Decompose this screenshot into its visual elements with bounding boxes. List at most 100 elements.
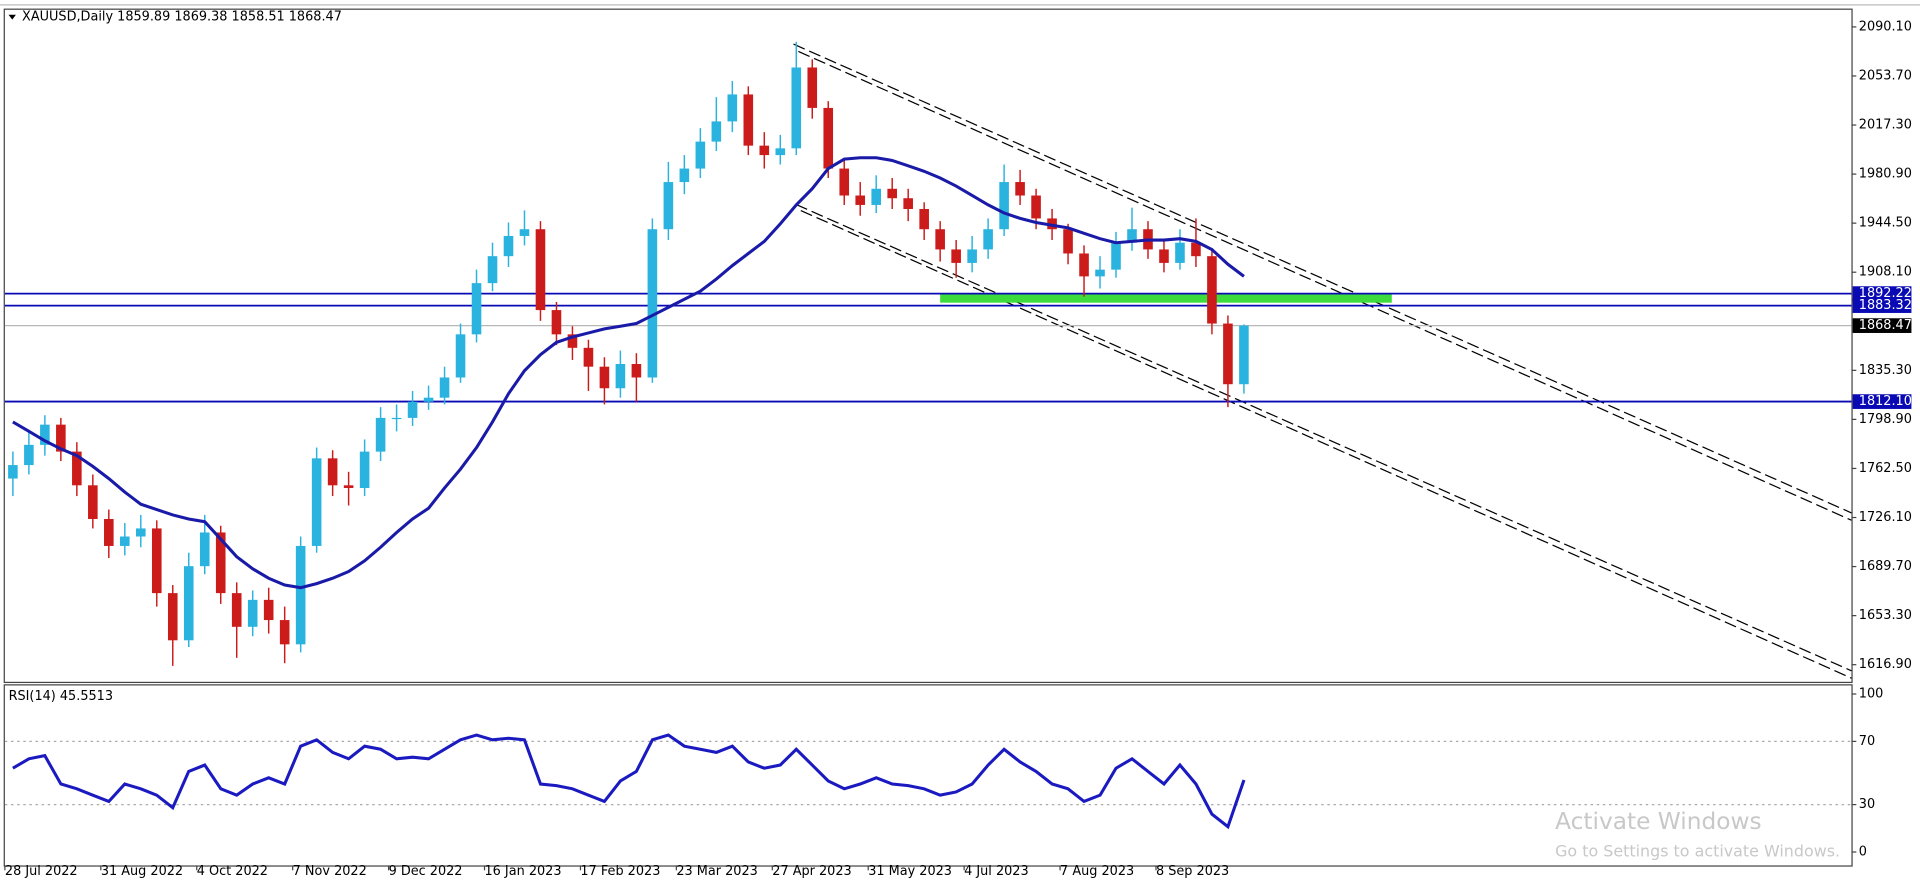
candle-body [40, 424, 50, 445]
y-tick-label: 1616.90 [1859, 657, 1912, 672]
candle-body [24, 444, 34, 466]
candle-body [823, 107, 834, 169]
candle-body [679, 168, 690, 183]
candle-body [151, 528, 162, 594]
x-tick-label: 9 Dec 2022 [389, 864, 463, 879]
candle-body [391, 417, 402, 420]
candle-body [871, 188, 882, 205]
candle-body [487, 256, 498, 284]
candle-body [167, 593, 178, 641]
candle-body [599, 366, 610, 389]
level-label: 1868.47 [1859, 318, 1912, 333]
x-tick-label: 7 Aug 2023 [1060, 864, 1134, 879]
candle-body [919, 208, 929, 230]
candle-body [8, 465, 18, 479]
candle-body [647, 229, 658, 378]
y-tick-label: 1726.10 [1859, 510, 1912, 525]
candle-body [1079, 253, 1089, 277]
x-tick-label: 31 Aug 2022 [101, 864, 183, 879]
y-tick-label: 1944.50 [1859, 216, 1912, 231]
watermark-subtitle: Go to Settings to activate Windows. [1555, 841, 1840, 860]
x-tick-label: 27 Apr 2023 [772, 864, 851, 879]
rsi-line [12, 733, 1246, 830]
candle-body [999, 182, 1009, 230]
candle-body [183, 566, 194, 641]
candle-body [1191, 242, 1201, 257]
candle-body [903, 198, 913, 209]
candle-body [935, 229, 945, 250]
candle-body [1015, 182, 1025, 196]
candle-body [1223, 323, 1233, 385]
candle-body [967, 249, 977, 263]
rsi-panel [3, 684, 1853, 867]
watermark-title: Activate Windows [1555, 808, 1762, 835]
candle-body [663, 182, 674, 230]
candle-body [423, 397, 434, 402]
candle-body [1207, 256, 1217, 324]
candle-body [855, 195, 866, 205]
y-tick-label: 1798.90 [1859, 412, 1912, 427]
candle-body [1239, 325, 1249, 385]
candle-body [455, 334, 466, 378]
level-label: 1883.32 [1859, 298, 1912, 313]
main-panel [3, 8, 1853, 684]
candle-body [359, 451, 370, 488]
candle-body [887, 188, 897, 199]
menu-arrow[interactable] [8, 14, 16, 20]
candle-body [807, 67, 818, 108]
candle-body [375, 417, 386, 452]
candle-body [327, 458, 338, 486]
candle-body [311, 458, 322, 546]
candle-body [743, 94, 754, 146]
x-tick-label: 23 Mar 2023 [676, 864, 757, 879]
candle-body [215, 532, 226, 594]
trend-line [793, 43, 1852, 514]
y-tick-label: 2017.30 [1859, 118, 1912, 133]
x-tick-label: 31 May 2023 [868, 864, 952, 879]
x-tick-label: 8 Sep 2023 [1156, 864, 1229, 879]
candle-body [104, 518, 114, 546]
level-label-box [1852, 318, 1912, 333]
candle-body [791, 67, 802, 149]
candle-body [295, 545, 306, 645]
candle-body [120, 536, 130, 546]
candle-body [88, 485, 98, 519]
y-tick-label: 2053.70 [1859, 68, 1912, 83]
candle-body [695, 141, 706, 169]
y-tick-label: 1689.70 [1859, 559, 1912, 574]
level-label: 1892.22 [1859, 286, 1912, 301]
candle-body [1127, 229, 1137, 243]
trend-line [795, 203, 1852, 672]
candle-body [279, 620, 290, 645]
y-tick-label: 30 [1859, 797, 1875, 812]
y-tick-label: 70 [1859, 734, 1875, 749]
candle-body [471, 283, 482, 335]
y-tick-label: 1980.90 [1859, 167, 1912, 182]
candle-body [1111, 242, 1121, 270]
main-title: XAUUSD,Daily 1859.89 1869.38 1858.51 186… [22, 10, 342, 25]
y-tick-label: 100 [1859, 687, 1884, 702]
candle-body [631, 363, 642, 378]
candle-body [727, 94, 738, 122]
level-label: 1812.10 [1859, 394, 1912, 409]
candle-body [439, 377, 450, 398]
level-label-box [1852, 286, 1912, 301]
y-tick-label: 1835.30 [1859, 363, 1912, 378]
candle-body [951, 249, 961, 263]
rsi-title: RSI(14) 45.5513 [9, 689, 113, 704]
candle-body [72, 451, 82, 486]
candle-body [551, 310, 562, 335]
candle-body [775, 148, 786, 156]
trend-channel [793, 43, 1852, 679]
x-tick-label: 28 Jul 2022 [5, 864, 78, 879]
y-tick-label: 1653.30 [1859, 608, 1912, 623]
y-tick-label: 1908.10 [1859, 265, 1912, 280]
zone [940, 293, 1392, 303]
candle-body [1159, 249, 1169, 263]
x-tick-label: 4 Oct 2022 [197, 864, 268, 879]
candle-body [407, 401, 418, 418]
candle-body [1063, 229, 1073, 254]
trend-line [800, 209, 1852, 679]
